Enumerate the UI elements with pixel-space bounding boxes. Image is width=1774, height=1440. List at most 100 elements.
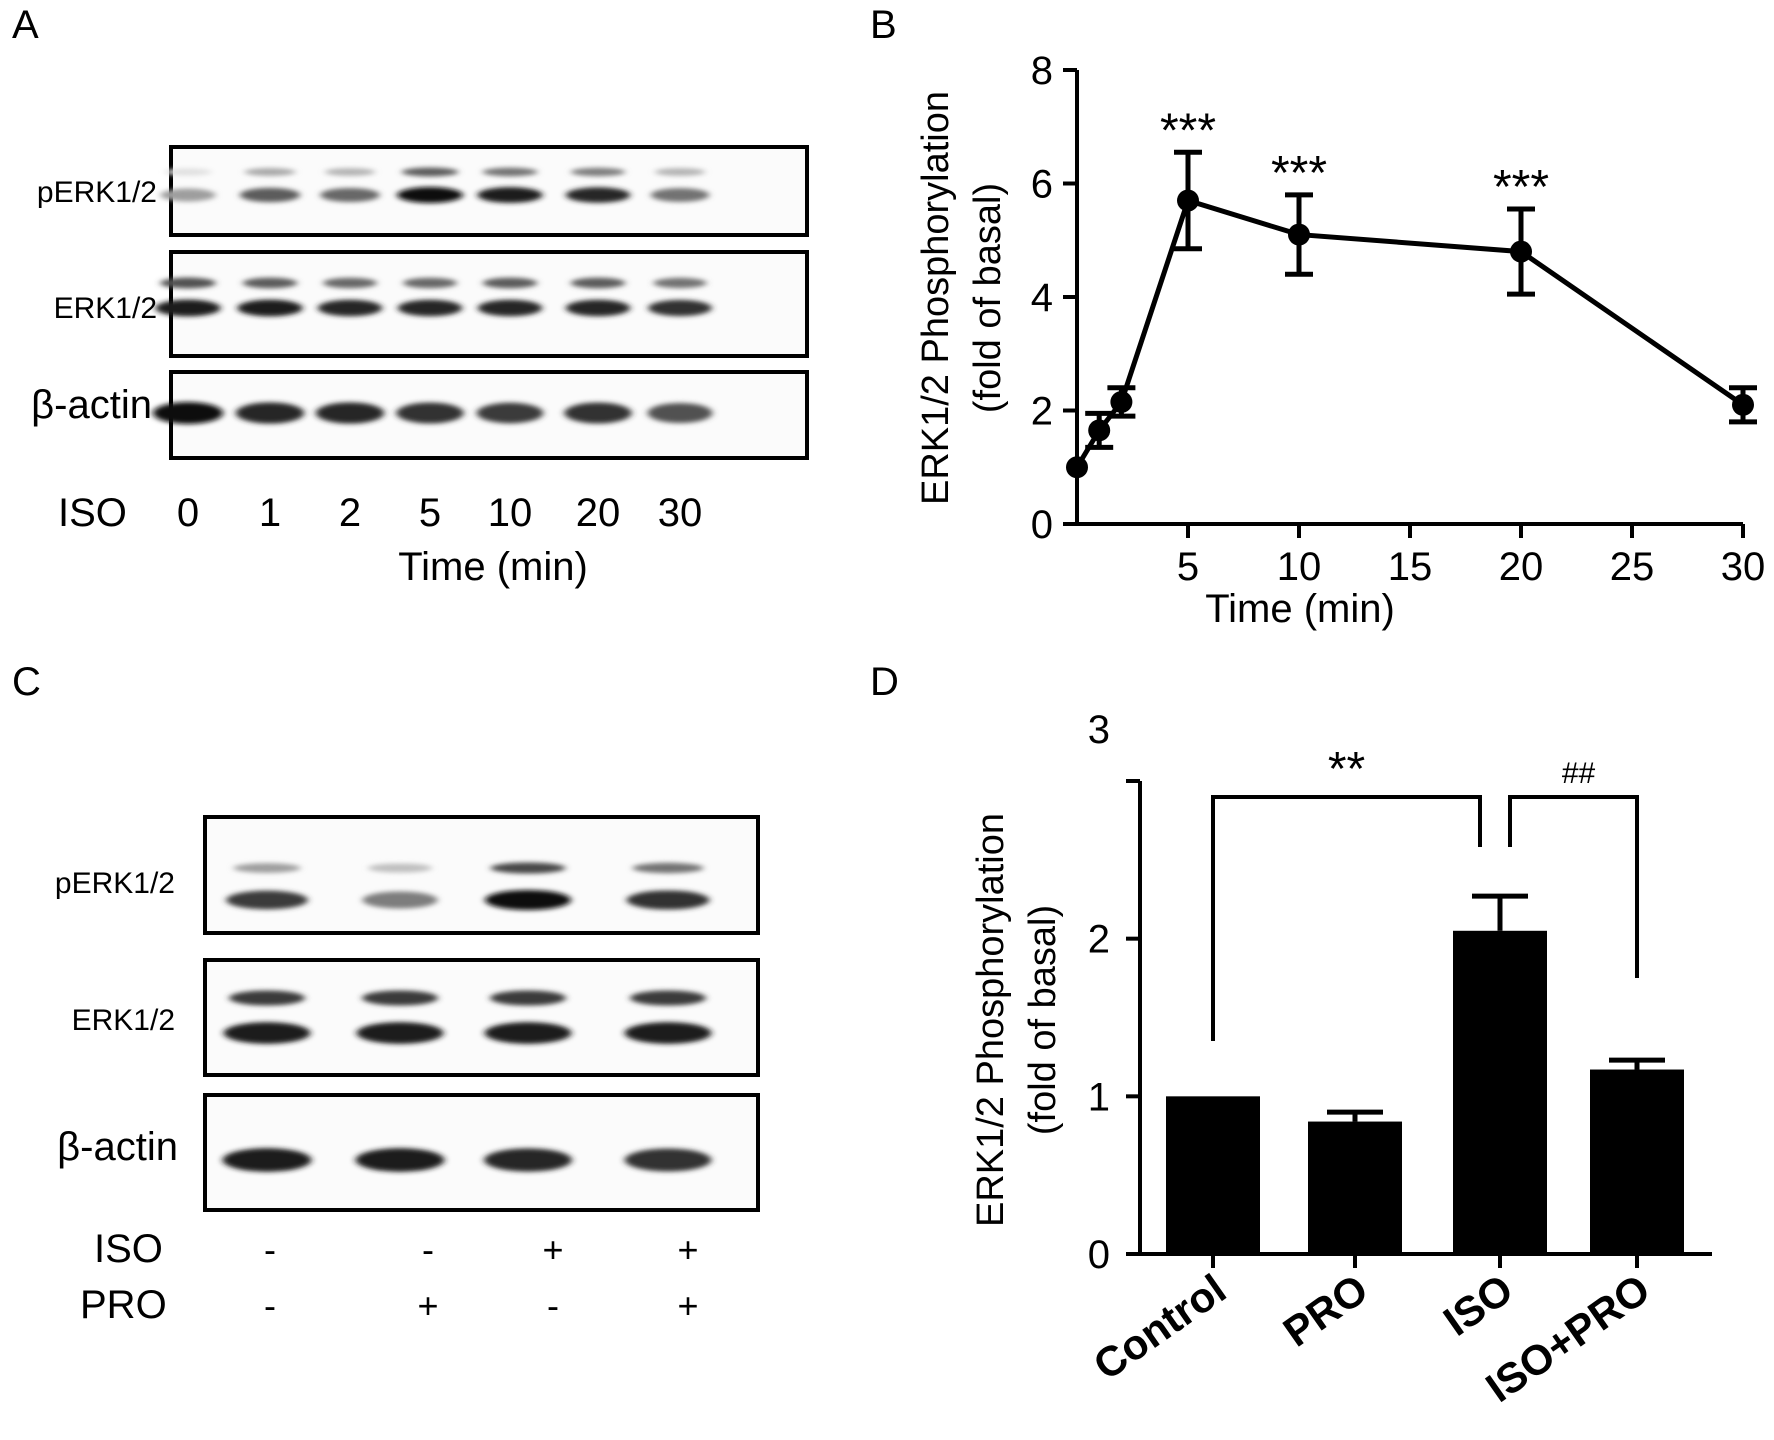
band-c-pERK_upper-2: [490, 862, 566, 874]
chart-b-point-5: [1510, 240, 1532, 263]
blot-c-label-perk: pERK1/2: [55, 867, 175, 900]
band-c-actin-3: [624, 1148, 712, 1172]
band-a-ERK_lower-2: [317, 299, 383, 317]
blot-c-iso-label: ISO: [94, 1227, 163, 1271]
panel-letter-c: C: [12, 660, 41, 704]
band-a-ERK_lower-0: [155, 299, 221, 317]
chart-b-ylabel-line2: (fold of basal): [967, 183, 1009, 413]
chart-d-ylabel-line1: ERK1/2 Phosphorylation: [970, 813, 1012, 1227]
pro-mark-1: +: [417, 1285, 438, 1326]
band-a-pERK_upper-3: [401, 167, 459, 177]
chart-b-ytick-label-4: 8: [1031, 49, 1053, 93]
pro-mark-2: -: [547, 1285, 559, 1326]
chart-b-ytick-label-3: 6: [1031, 163, 1053, 207]
blot-a-label-perk: pERK1/2: [37, 176, 157, 209]
band-a-ERK_lower-3: [397, 299, 463, 317]
band-a-pERK_upper-5: [570, 167, 626, 177]
western-blot-a: pERK1/2 ERK1/2 β-actin ISO 0 1 2 5 10 20 30 Ti…: [31, 145, 809, 589]
band-a-actin-2: [315, 402, 385, 424]
band-a-pERK_upper-0: [164, 168, 212, 176]
chart-d-bar-1: [1308, 1121, 1402, 1254]
band-a-ERK_lower-6: [648, 299, 712, 317]
chart-d-bracket-label-0: **: [1328, 743, 1365, 796]
line-chart-b: 0 2 4 6 8 5 10 15 20 25 30 *** *** *** Time (min) ER…: [915, 49, 1765, 631]
chart-b-point-6: [1732, 393, 1754, 416]
chart-b-point-4: [1288, 223, 1310, 246]
iso-mark-2: +: [542, 1229, 563, 1270]
chart-b-ytick-label-1: 2: [1031, 390, 1053, 434]
chart-d-bar-0: [1166, 1096, 1260, 1254]
lane-label-a-6: 30: [658, 491, 703, 535]
blot-c-panel-perk: [203, 815, 760, 935]
chart-d-bar-2: [1453, 930, 1547, 1254]
blot-c-pro-label: PRO: [80, 1283, 167, 1327]
band-c-pERK_lower-1: [362, 891, 438, 909]
lane-label-a-1: 1: [259, 491, 281, 535]
band-a-actin-3: [396, 402, 464, 424]
band-a-pERK_lower-1: [239, 187, 301, 203]
band-a-actin-4: [476, 402, 544, 424]
band-a-actin-5: [564, 402, 632, 424]
band-c-ERK_upper-2: [490, 990, 566, 1006]
band-c-pERK_lower-2: [485, 890, 571, 910]
blot-a-lane-labels: 0 1 2 5 10 20 30: [177, 491, 702, 535]
band-c-ERK_lower-3: [624, 1022, 712, 1044]
chart-d-ytick-label-0: 0: [1088, 1233, 1110, 1277]
lane-label-a-3: 5: [419, 491, 441, 535]
band-c-ERK_lower-2: [484, 1022, 572, 1044]
band-c-pERK_lower-0: [226, 890, 308, 910]
chart-d-plot-area: ** ##: [1166, 743, 1684, 1254]
western-blot-c: pERK1/2 ERK1/2 β-actin ISO PRO - - + + - + - +: [55, 815, 760, 1327]
band-a-pERK_lower-6: [650, 188, 710, 202]
chart-b-xtick-label-0: 5: [1177, 545, 1199, 589]
blot-a-xlabel: Time (min): [398, 545, 588, 589]
band-a-actin-6: [647, 402, 713, 424]
chart-d-xtick-label-0: Control: [1085, 1265, 1234, 1389]
chart-d-ylabel-line2: (fold of basal): [1022, 905, 1064, 1135]
chart-b-ylabel-line1: ERK1/2 Phosphorylation: [915, 91, 957, 505]
band-a-pERK_upper-1: [244, 168, 296, 176]
band-c-ERK_lower-1: [356, 1022, 444, 1044]
chart-b-xtick-label-3: 20: [1499, 545, 1544, 589]
panel-letter-b: B: [870, 3, 897, 47]
pro-mark-0: -: [264, 1285, 276, 1326]
band-a-pERK_lower-4: [477, 187, 543, 203]
band-a-ERK_upper-3: [403, 277, 457, 289]
chart-b-ytick-label-2: 4: [1031, 276, 1053, 320]
chart-d-bar-3: [1590, 1069, 1684, 1254]
band-c-ERK_lower-0: [223, 1022, 311, 1044]
band-a-actin-1: [235, 402, 305, 424]
chart-b-xtick-label-5: 30: [1721, 545, 1766, 589]
band-c-ERK_upper-0: [229, 990, 305, 1006]
chart-d-bracket-label-1: ##: [1562, 757, 1596, 790]
chart-b-xlabel: Time (min): [1205, 587, 1395, 631]
chart-d-ytick-label-1: 1: [1088, 1075, 1110, 1119]
blot-c-treatment-marks: - - + + - + - +: [264, 1229, 699, 1326]
band-a-ERK_upper-4: [482, 277, 538, 289]
chart-d-ytick-label-3: 3: [1088, 708, 1110, 752]
band-a-ERK_lower-1: [237, 299, 303, 317]
band-c-pERK_upper-1: [368, 863, 432, 873]
band-c-pERK_lower-3: [626, 890, 710, 910]
lane-label-a-4: 10: [488, 491, 533, 535]
blot-c-label-actin: β-actin: [57, 1125, 178, 1169]
band-a-ERK_lower-5: [565, 299, 631, 317]
pro-mark-3: +: [677, 1285, 698, 1326]
chart-b-point-3: [1177, 189, 1199, 212]
chart-b-xtick-label-1: 10: [1277, 545, 1322, 589]
iso-mark-3: +: [677, 1229, 698, 1270]
band-a-pERK_upper-2: [324, 168, 376, 176]
iso-mark-1: -: [422, 1229, 434, 1270]
band-a-pERK_upper-6: [654, 168, 706, 176]
chart-b-point-2: [1110, 390, 1133, 413]
chart-b-series-line: [1074, 197, 1745, 469]
chart-b-axes: 0 2 4 6 8 5 10 15 20 25 30: [1031, 49, 1766, 589]
lane-label-a-5: 20: [576, 491, 621, 535]
lane-label-a-0: 0: [177, 491, 199, 535]
chart-b-plot-area: *** *** ***: [1066, 104, 1757, 479]
chart-b-point-0: [1066, 456, 1088, 479]
blot-c-label-erk: ERK1/2: [72, 1004, 175, 1037]
blot-a-iso-label: ISO: [58, 491, 127, 535]
